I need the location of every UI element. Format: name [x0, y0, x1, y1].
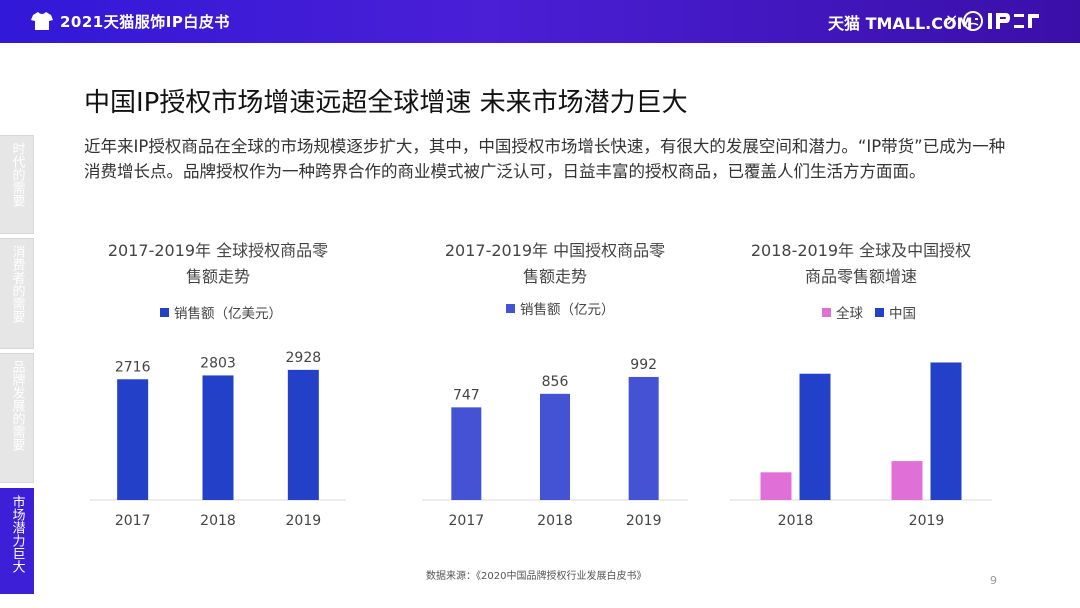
legend-label: 全球 [836, 306, 863, 322]
intro-paragraph: 近年来IP授权商品在全球的市场规模逐步扩大，其中，中国授权市场增长快速，有很大的… [84, 137, 1006, 181]
tmall-logo: 天猫 TMALL.COM [828, 14, 973, 33]
side-tab-era-need[interactable]: 时代的需要 [0, 135, 34, 234]
chart-3-title-line2: 商品零售额增速 [804, 267, 917, 286]
side-tab-label: 市场潜力巨大 [9, 495, 25, 573]
legend-swatch [822, 307, 831, 317]
x-tick-label: 2018 [537, 513, 573, 529]
chart-2-title-line1: 2017-2019年 中国授权商品零 [444, 241, 666, 260]
x-tick-label: 2017 [449, 513, 485, 529]
bar [117, 379, 149, 500]
chart-1-title-line2: 售额走势 [185, 267, 250, 286]
side-tab-consumer-need[interactable]: 消费者的需要 [0, 238, 34, 349]
document-title: 2021天猫服饰IP白皮书 [60, 13, 230, 31]
bar [202, 375, 234, 500]
x-tick-label: 2018 [200, 513, 236, 529]
bar [799, 373, 831, 500]
chart-2-title: 2017-2019年 中国授权商品零 售额走势 [422, 238, 688, 290]
data-label: 2928 [286, 350, 322, 366]
data-label: 856 [542, 374, 569, 390]
legend-swatch [875, 307, 884, 317]
chart-2-title-line2: 售额走势 [522, 267, 587, 286]
legend-label: 中国 [889, 306, 916, 322]
chart-3-plot: 2018 2019 [730, 362, 992, 529]
x-tick-label: 2019 [626, 513, 662, 529]
chart-2-legend: 销售额（亿元） [506, 298, 627, 318]
x-tick-label: 2019 [286, 513, 322, 529]
legend-swatch [506, 303, 515, 313]
data-source-note: 数据来源：《2020中国品牌授权行业发展白皮书》 [426, 571, 647, 582]
chart-1-title-line1: 2017-2019年 全球授权商品零 [107, 241, 329, 260]
legend-item: 全球 [822, 302, 863, 322]
bar [540, 393, 570, 500]
side-tab-label: 消费者的需要 [9, 245, 25, 323]
bar [628, 376, 659, 500]
data-label: 2803 [200, 355, 236, 371]
top-bar: 2021天猫服饰IP白皮书 天猫 TMALL.COM × [0, 0, 1080, 43]
chart-3-title-line1: 2018-2019年 全球及中国授权 [750, 241, 972, 260]
legend-item: 中国 [875, 302, 916, 322]
bar [287, 369, 319, 500]
side-tab-market-potential[interactable]: 市场潜力巨大 [0, 488, 34, 594]
legend-item: 销售额（亿美元） [160, 302, 282, 322]
side-tab-brand-need[interactable]: 品牌发展的需要 [0, 353, 34, 483]
bar [760, 472, 792, 500]
legend-swatch [160, 307, 169, 317]
data-label: 2716 [115, 359, 151, 375]
side-tab-label: 时代的需要 [9, 142, 25, 207]
chart-1-title: 2017-2019年 全球授权商品零 售额走势 [90, 238, 346, 290]
ip-partner-logo [963, 11, 1039, 31]
legend-label: 销售额（亿美元） [174, 306, 282, 322]
bar [891, 461, 923, 500]
x-tick-label: 2019 [909, 513, 945, 529]
bar [451, 407, 482, 500]
chart-3-title: 2018-2019年 全球及中国授权 商品零售额增速 [730, 238, 992, 290]
chart-1-legend: 销售额（亿美元） [160, 302, 294, 322]
side-tab-label: 品牌发展的需要 [9, 360, 25, 451]
brand-separator: × [945, 10, 959, 29]
page-number: 9 [990, 574, 997, 587]
page-title: 中国IP授权市场增速远超全球增速 未来市场潜力巨大 [84, 88, 688, 118]
chart-1-plot: 2716 2017 2803 2018 2928 2019 [90, 350, 346, 529]
data-label: 992 [630, 357, 657, 373]
chart-2-plot: 747 2017 856 2018 992 2019 [422, 357, 688, 529]
tshirt-icon [31, 12, 53, 30]
chart-3-legend: 全球 中国 [822, 302, 928, 322]
x-tick-label: 2018 [778, 513, 814, 529]
legend-label: 销售额（亿元） [520, 302, 615, 318]
x-tick-label: 2017 [115, 513, 151, 529]
data-label: 747 [453, 387, 480, 403]
bar [930, 362, 962, 500]
legend-item: 销售额（亿元） [506, 298, 615, 318]
